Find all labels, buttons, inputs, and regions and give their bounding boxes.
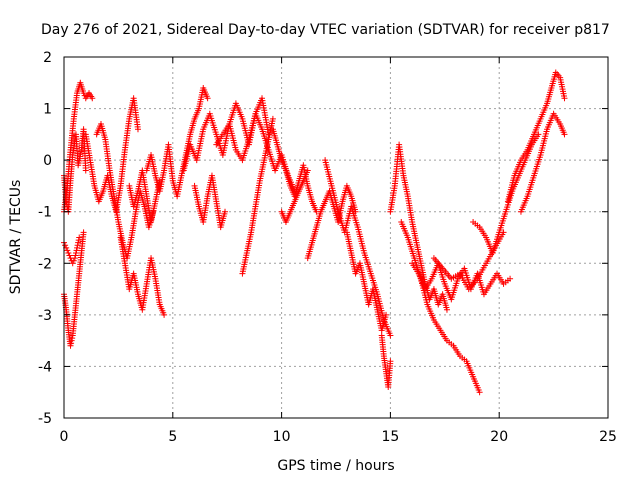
series-s24 [470,131,542,256]
series-s5 [82,95,141,215]
series-s18 [343,229,390,334]
x-tick-label: 15 [381,429,399,445]
data-point [69,260,76,267]
x-tick-label: 25 [599,429,617,445]
data-point [476,389,483,396]
data-point [80,229,87,236]
data-point [73,247,80,254]
series-s7 [117,234,168,318]
data-point [89,95,96,102]
chart-title: Day 276 of 2021, Sidereal Day-to-day VTE… [41,22,610,38]
y-tick-label: 0 [43,153,52,169]
data-point [304,167,311,174]
data-point [64,247,71,254]
series-s13 [239,115,276,277]
series-s21 [398,219,483,396]
x-tick-label: 0 [60,429,69,445]
y-tick-label: 1 [43,102,52,118]
data-point [68,340,75,347]
data-point [269,115,276,122]
series-s8 [126,167,163,226]
series-s19 [378,332,394,391]
data-points [61,69,568,396]
data-point [134,126,141,133]
data-point [222,208,229,215]
data-point [67,342,74,349]
grid [64,57,608,418]
data-point [561,95,568,102]
data-point [74,244,81,251]
data-point [74,242,81,249]
y-tick-label: -1 [38,205,52,221]
x-tick-label: 5 [168,429,177,445]
data-point [204,95,211,102]
y-tick-label: 2 [43,50,52,66]
data-point [383,311,390,318]
x-axis-title: GPS time / hours [277,458,394,474]
data-point [507,275,514,282]
series-s26 [517,110,568,215]
series-s12 [213,110,298,195]
y-tick-label: -3 [38,308,52,324]
series-s25 [504,69,568,205]
data-point [82,167,89,174]
series-s10 [180,95,272,174]
x-tick-label: 20 [490,429,508,445]
y-tick-label: -5 [38,411,52,427]
data-point [65,249,72,256]
data-point [75,237,82,244]
data-point [161,311,168,318]
data-point [76,234,83,241]
plot-frame [63,56,609,419]
data-point [561,131,568,138]
data-point [72,249,79,256]
axis-ticks [63,56,609,419]
series-s15 [278,167,311,226]
data-point [443,306,450,313]
data-point [66,252,73,259]
tick-labels: 0 5 10 15 20 25 -5 -4 -3 -2 -1 0 1 2 [38,50,617,445]
series-s11 [191,172,229,231]
data-point [71,255,78,262]
series-s17 [322,157,394,339]
x-tick-label: 10 [273,429,291,445]
data-point [72,252,79,259]
series-s20 [387,141,450,313]
data-point [70,257,77,264]
data-point [62,242,69,249]
data-point [68,337,75,344]
data-point [75,239,82,246]
data-point [387,358,394,365]
series-s9 [143,84,211,200]
data-point [387,332,394,339]
data-point [69,335,76,342]
y-tick-label: -2 [38,256,52,272]
y-axis-title: SDTVAR / TECUs [8,180,24,295]
data-point [80,90,87,97]
y-tick-label: -4 [38,359,52,375]
